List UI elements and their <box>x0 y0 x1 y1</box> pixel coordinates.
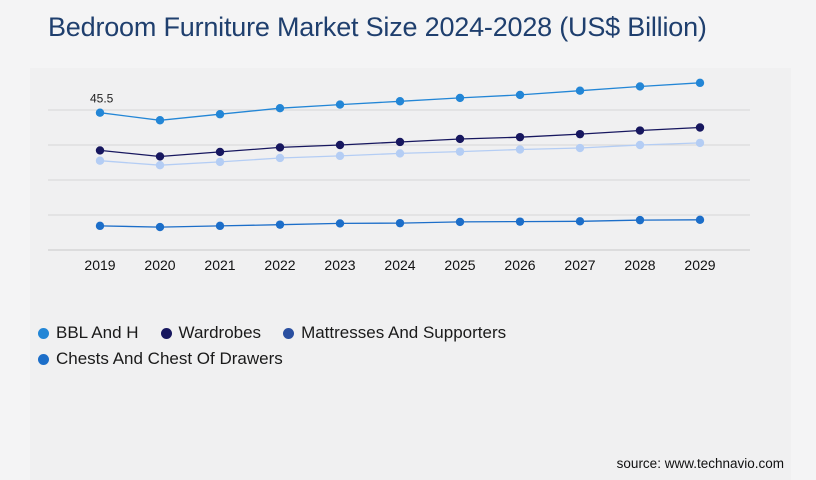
data-point <box>695 215 705 225</box>
chart-legend: BBL And H Wardrobes Mattresses And Suppo… <box>38 322 598 370</box>
data-point <box>515 145 525 154</box>
x-tick-label: 2027 <box>564 257 595 273</box>
legend-label: Chests And Chest Of Drawers <box>56 349 283 368</box>
data-point <box>455 134 465 144</box>
data-point <box>575 129 585 139</box>
legend-marker-icon <box>160 327 172 339</box>
data-point <box>155 152 165 161</box>
x-tick-label: 2028 <box>624 257 655 273</box>
data-point <box>395 97 405 106</box>
x-tick-label: 2020 <box>144 257 175 273</box>
data-point <box>95 108 105 117</box>
data-point <box>395 218 405 228</box>
data-label: 45.5 <box>90 92 114 106</box>
chart-panel-background <box>30 68 791 480</box>
data-point <box>455 93 465 103</box>
x-tick-label: 2019 <box>84 257 115 273</box>
legend-label: BBL And H <box>56 323 139 342</box>
legend-marker-icon <box>38 353 49 365</box>
data-point <box>635 82 645 91</box>
data-point <box>215 157 225 167</box>
legend-item-wardrobes[interactable]: Wardrobes <box>160 322 262 344</box>
data-point <box>635 126 645 135</box>
chart-title: Bedroom Furniture Market Size 2024-2028 … <box>48 12 707 42</box>
data-point <box>275 143 285 152</box>
legend-item-chests-and-chest-of-drawers[interactable]: Chests And Chest Of Drawers <box>38 348 283 370</box>
data-point <box>275 153 285 163</box>
data-point <box>335 219 345 228</box>
data-point <box>695 123 705 132</box>
data-point <box>275 103 285 113</box>
legend-item-bbl-and-h[interactable]: BBL And H <box>38 322 139 344</box>
data-point <box>515 217 525 226</box>
data-point <box>95 221 105 231</box>
data-point <box>335 140 345 150</box>
legend-label: Wardrobes <box>178 323 262 342</box>
data-point <box>455 217 465 227</box>
legend-item-mattresses-and-supporters[interactable]: Mattresses And Supporters <box>283 322 506 344</box>
data-point <box>155 222 165 232</box>
data-point <box>155 161 165 170</box>
x-tick-label: 2025 <box>444 257 475 273</box>
data-point <box>695 78 705 88</box>
data-point <box>95 146 105 155</box>
data-point <box>455 147 465 156</box>
data-point <box>635 140 645 150</box>
legend-marker-icon <box>283 327 295 339</box>
x-tick-label: 2023 <box>324 257 355 273</box>
source-credit: source: www.technavio.com <box>616 456 784 471</box>
data-point <box>335 151 345 161</box>
x-tick-label: 2029 <box>684 257 715 273</box>
x-tick-label: 2024 <box>384 257 415 273</box>
legend-label: Mattresses And Supporters <box>301 323 507 342</box>
data-point <box>635 215 645 225</box>
data-point <box>215 221 225 231</box>
x-tick-label: 2022 <box>264 257 295 273</box>
data-point <box>275 220 285 229</box>
data-point <box>575 143 585 153</box>
data-point <box>95 156 105 165</box>
data-point <box>215 147 225 157</box>
data-point <box>155 116 165 125</box>
data-point <box>515 90 525 100</box>
data-point <box>395 137 405 147</box>
legend-marker-icon <box>38 327 49 339</box>
data-point <box>575 86 585 95</box>
x-tick-label: 2021 <box>204 257 235 273</box>
data-point <box>215 110 225 119</box>
data-point <box>575 217 585 226</box>
x-tick-label: 2026 <box>504 257 535 273</box>
data-point <box>335 100 345 109</box>
data-point <box>515 132 525 142</box>
data-point <box>395 149 405 158</box>
data-point <box>695 138 705 148</box>
